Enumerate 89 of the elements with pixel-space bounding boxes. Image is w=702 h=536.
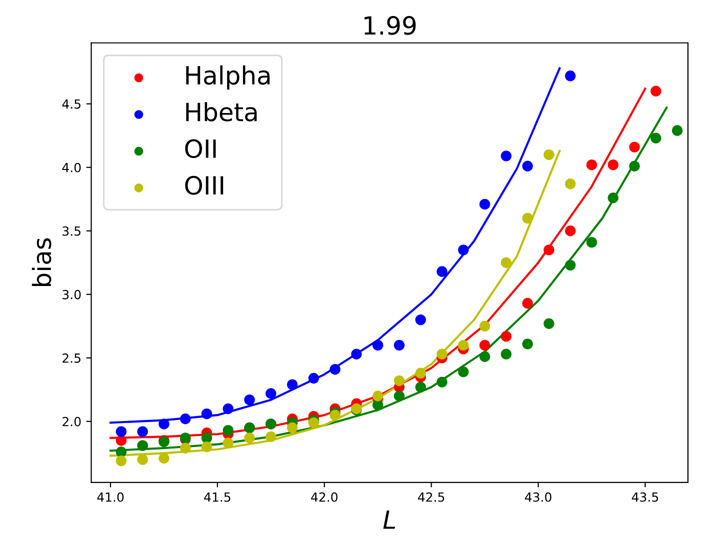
y-tick-label: 2.0 [62,416,81,426]
point [266,388,276,399]
point [586,159,598,170]
point [458,244,469,256]
point [564,178,576,190]
point [286,379,298,390]
point [500,257,512,268]
chart-title: 1.99 [364,16,416,35]
x-tick-label: 41.0 [97,492,124,502]
point [116,446,127,458]
point [650,132,662,144]
point [608,159,618,170]
point [201,432,212,444]
point [266,431,276,442]
point [500,150,512,162]
y-axis-title: bias [32,238,52,286]
point [180,442,191,454]
point [394,390,405,402]
point [629,142,640,152]
point [308,417,320,428]
x-tick-label: 42.5 [418,492,444,502]
point [544,318,554,329]
point [137,426,148,437]
point [564,260,576,271]
point [394,375,405,386]
point [137,454,148,465]
y-tick-label: 4.0 [62,162,81,172]
point [330,364,340,375]
point [222,403,234,414]
point [222,424,234,436]
point [479,320,490,332]
point [436,266,448,277]
point [351,348,362,360]
point [586,236,598,248]
x-tick-label: 43.0 [524,492,552,502]
point [116,455,127,466]
point [544,149,554,160]
y-tick-label: 3.0 [62,290,81,300]
point [116,426,127,437]
point [544,244,554,256]
legend-label: Halpha [186,65,270,90]
x-tick-label: 41.5 [204,492,230,502]
point [330,410,340,420]
y-tick-label: 4.5 [62,99,80,109]
point [479,351,490,362]
point [458,340,469,351]
point [308,372,320,384]
point [672,125,683,136]
point [372,390,384,402]
point [479,198,490,210]
point [158,418,170,430]
y-tick-label: 3.5 [62,226,80,236]
point [436,348,448,360]
point [201,408,212,420]
point [394,340,405,351]
point [564,70,576,82]
point [608,192,618,204]
point [116,435,127,446]
point [650,86,662,97]
point [286,422,298,434]
x-axis-title: L [383,510,396,529]
point [522,298,533,309]
point [564,226,576,236]
point [522,160,533,172]
point [244,432,255,444]
legend-label: OIII [185,176,224,195]
point [372,340,384,351]
point [479,340,490,351]
point [222,438,234,448]
point [244,394,255,406]
point [522,338,533,350]
point [522,212,533,224]
legend-label: Hbeta [186,102,257,122]
point [372,400,384,410]
point [180,414,191,424]
point [415,382,426,392]
x-tick-label: 42.0 [311,492,338,502]
point [415,314,426,326]
y-tick-label: 2.5 [62,353,80,363]
point [500,348,512,360]
point [201,441,212,452]
point [436,376,448,388]
point [458,366,469,378]
point [500,330,512,342]
x-tick-label: 43.5 [632,492,658,502]
point [415,368,426,379]
point [158,452,170,464]
point [629,160,640,172]
legend-label: OII [185,139,216,158]
